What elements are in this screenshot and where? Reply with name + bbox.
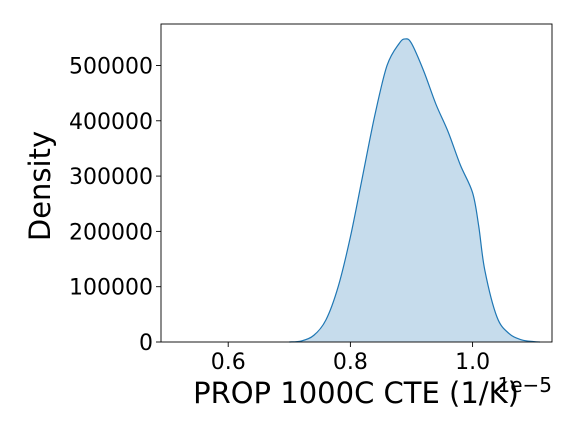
y-tick-label: 200000 bbox=[69, 220, 153, 245]
density-curve bbox=[289, 38, 540, 343]
axes: 0.6 0.8 1.0 0 100000 200000 300000 400000 500000 bbox=[69, 23, 553, 375]
x-tick-label: 0.6 bbox=[211, 350, 246, 375]
x-offset-label: 1e−5 bbox=[497, 373, 552, 397]
y-tick-label: 500000 bbox=[69, 54, 153, 79]
y-tick-label: 400000 bbox=[69, 110, 153, 135]
density-area-fill bbox=[289, 38, 540, 342]
plot-area bbox=[289, 38, 540, 343]
y-tick-label: 300000 bbox=[69, 165, 153, 190]
axes-frame bbox=[160, 23, 553, 343]
y-tick-label: 100000 bbox=[69, 276, 153, 301]
x-axis-label: PROP 1000C CTE (1/K) bbox=[193, 376, 519, 410]
x-tick-label: 1.0 bbox=[455, 350, 490, 375]
x-tick-label: 0.8 bbox=[333, 350, 368, 375]
y-axis-label: Density bbox=[23, 131, 57, 241]
y-tick-label: 0 bbox=[139, 331, 153, 356]
